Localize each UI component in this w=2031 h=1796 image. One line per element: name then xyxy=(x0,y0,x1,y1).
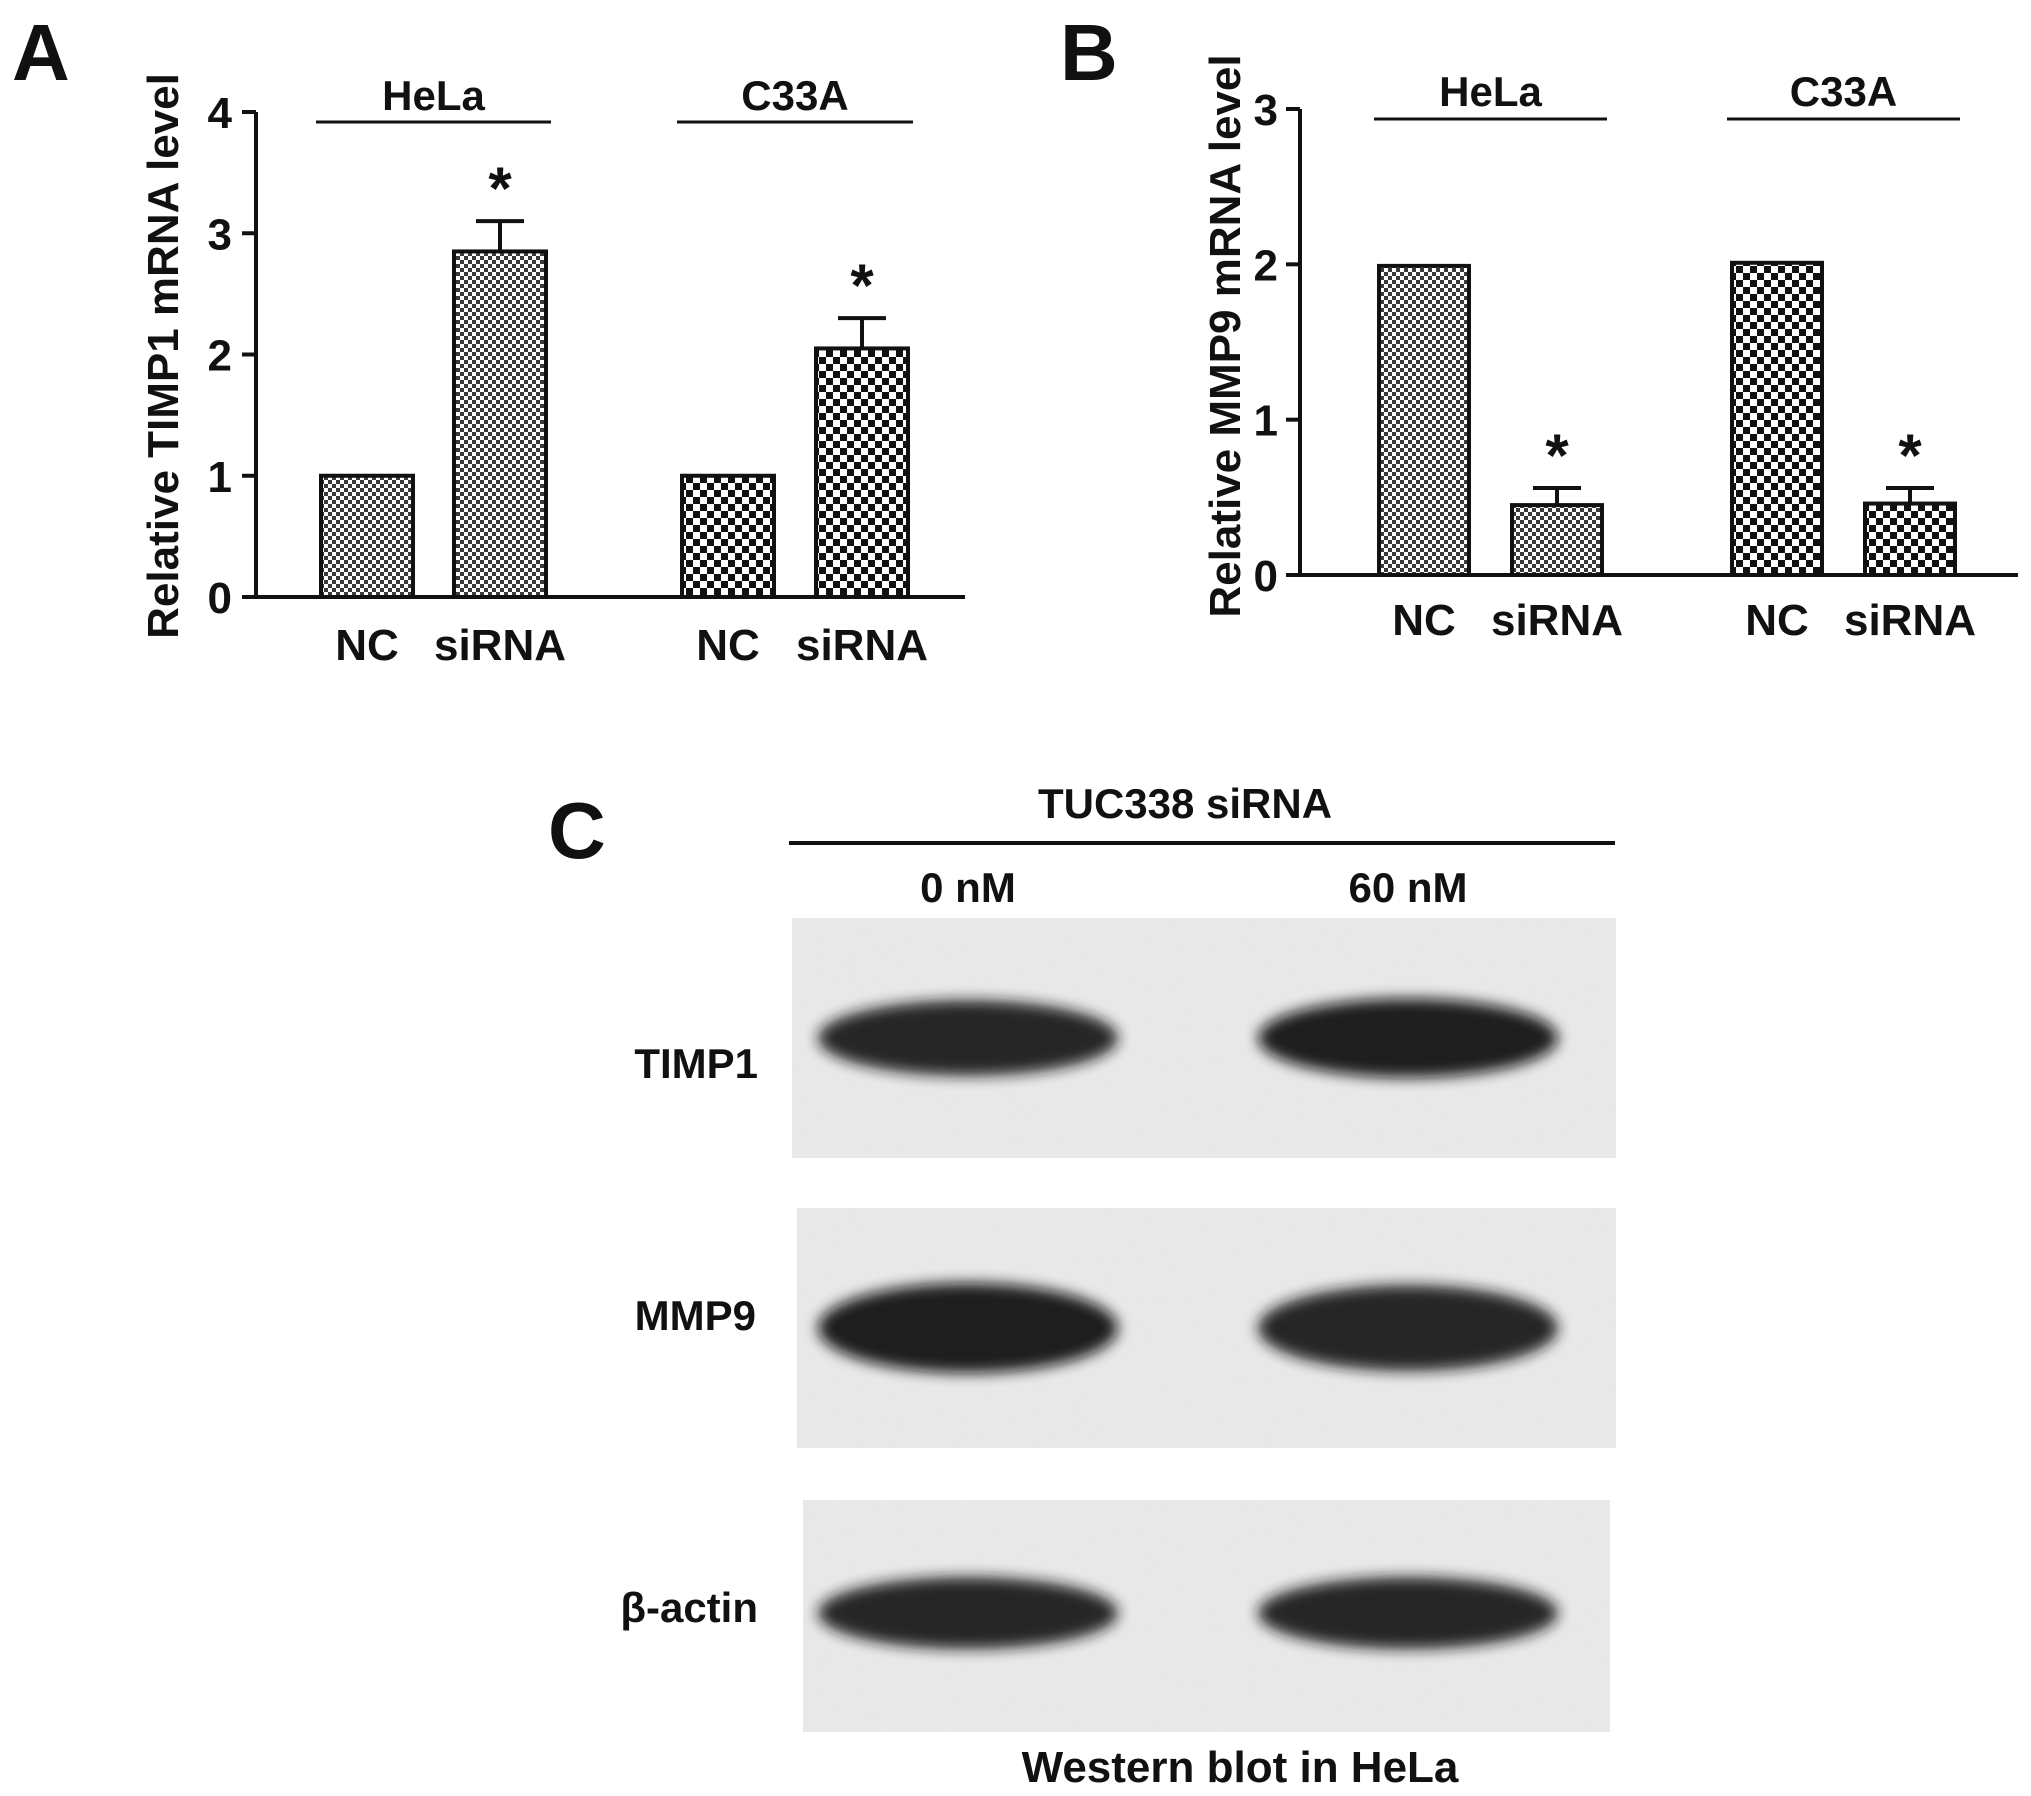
chart-a-category-label: siRNA xyxy=(434,621,566,670)
blot-treatment-header: TUC338 siRNA xyxy=(1038,780,1332,827)
chart-a-y-axis-label: Relative TIMP1 mRNA level xyxy=(139,73,188,639)
chart-b-bar xyxy=(1510,503,1604,578)
chart-b-y-ticks: 0 1 2 3 xyxy=(1254,86,1300,601)
blot-band xyxy=(818,1000,1118,1076)
chart-a-group-label: C33A xyxy=(741,72,848,119)
chart-b-significance-star: * xyxy=(1545,422,1569,489)
blot-band xyxy=(1258,1285,1558,1371)
chart-a-bar xyxy=(814,346,910,599)
chart-b-group-label: C33A xyxy=(1790,68,1897,115)
chart-b-category-label: siRNA xyxy=(1844,596,1976,645)
panel-letter-b: B xyxy=(1060,8,1118,97)
blot-lane-label-2: 60 nM xyxy=(1348,864,1467,911)
blot-row-label-mmp9: MMP9 xyxy=(635,1292,756,1339)
chart-a-category-label: siRNA xyxy=(796,621,928,670)
chart-a-category-label: NC xyxy=(335,621,399,670)
chart-a: Relative TIMP1 mRNA level 0 1 2 3 4 HeLa NC * s… xyxy=(139,72,965,670)
chart-b-category-label: NC xyxy=(1392,596,1456,645)
chart-b-y-tick-label: 1 xyxy=(1254,397,1278,446)
chart-a-y-tick-label: 2 xyxy=(208,332,232,381)
chart-a-groups: HeLa NC * siRNA C33A NC * siRNA xyxy=(316,72,928,670)
chart-b-y-tick-label: 3 xyxy=(1254,86,1278,135)
panel-letter-c: C xyxy=(548,786,606,875)
chart-b: Relative MMP9 mRNA level 0 1 2 3 HeLa NC * siR… xyxy=(1201,54,2018,645)
blot-caption: Western blot in HeLa xyxy=(1022,1743,1459,1792)
blot-row-label-beta-actin: β-actin xyxy=(620,1584,758,1631)
panel-letter-a: A xyxy=(12,8,70,97)
chart-b-y-axis-label: Relative MMP9 mRNA level xyxy=(1201,54,1250,617)
blot-band xyxy=(1258,998,1558,1078)
chart-b-category-label: NC xyxy=(1745,596,1809,645)
chart-b-y-tick-label: 2 xyxy=(1254,241,1278,290)
chart-a-group-label: HeLa xyxy=(382,72,485,119)
chart-b-groups: HeLa NC * siRNA C33A NC * siRNA xyxy=(1374,68,1976,645)
chart-a-y-tick-label: 0 xyxy=(208,574,232,623)
chart-a-bar xyxy=(319,473,415,599)
chart-a-y-tick-label: 3 xyxy=(208,210,232,259)
chart-b-bar xyxy=(1730,260,1824,577)
chart-a-y-ticks: 0 1 2 3 4 xyxy=(208,89,256,623)
blot-row-label-timp1: TIMP1 xyxy=(634,1040,758,1087)
blot-band xyxy=(818,1282,1118,1374)
western-blot: TUC338 siRNA 0 nM 60 nM TIMP1 MMP9 β-act… xyxy=(620,780,1616,1792)
blot-band xyxy=(1258,1576,1558,1650)
chart-a-significance-star: * xyxy=(488,155,512,222)
chart-b-bar xyxy=(1863,501,1957,577)
chart-a-bar xyxy=(680,473,776,599)
blot-lane-label-1: 0 nM xyxy=(920,864,1016,911)
chart-a-significance-star: * xyxy=(850,252,874,319)
chart-a-bar xyxy=(452,249,548,599)
chart-a-y-tick-label: 4 xyxy=(208,89,233,138)
blot-band xyxy=(818,1576,1118,1650)
chart-b-y-tick-label: 0 xyxy=(1254,552,1278,601)
blot-strips xyxy=(792,918,1616,1732)
chart-b-group-label: HeLa xyxy=(1439,68,1542,115)
chart-b-bar xyxy=(1377,263,1471,577)
chart-b-significance-star: * xyxy=(1898,422,1922,489)
chart-b-category-label: siRNA xyxy=(1491,596,1623,645)
chart-a-y-tick-label: 1 xyxy=(208,453,232,502)
chart-a-category-label: NC xyxy=(696,621,760,670)
